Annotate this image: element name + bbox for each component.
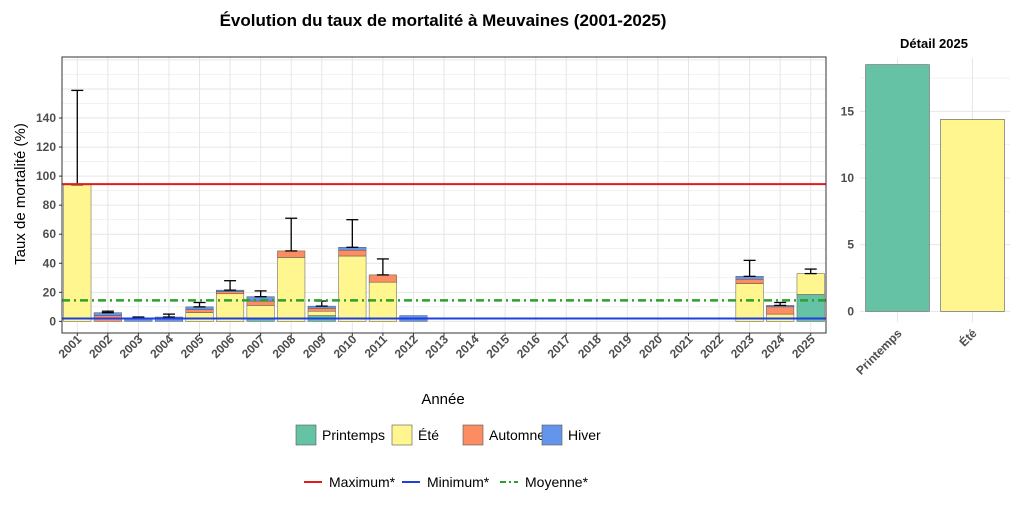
reference-line-legend: Maximum* Minimum* Moyenne* [304,474,589,490]
x-tick-label: 2018 [575,332,604,361]
x-tick-label: 2001 [56,332,85,361]
season-legend: Printemps Été Automne Hiver [295,424,601,446]
bar-segment [307,308,336,312]
bar-segment [307,310,336,316]
x-tick-label: 2022 [697,332,726,361]
detail-y-tick-label: 0 [847,304,854,318]
legend-label: Été [418,427,439,443]
legend-label: Moyenne* [525,474,589,490]
x-tick-label: 2014 [453,332,482,361]
bar-segment [277,250,306,258]
y-tick-label: 60 [43,227,57,241]
x-tick-label: 2010 [331,332,360,361]
x-tick-label: 2008 [270,332,299,361]
x-tick-label: 2023 [728,332,757,361]
x-tick-label: 2020 [636,332,665,361]
x-tick-label: 2021 [667,332,696,361]
bar-segment [246,305,275,319]
x-tick-label: 2019 [606,332,635,361]
legend-label: Automne [489,427,545,443]
detail-y-tick-label: 15 [841,104,855,118]
legend-swatch [391,424,413,446]
y-tick-label: 0 [49,314,56,328]
detail-chart-title: Détail 2025 [900,36,968,51]
bar-segment [277,257,306,322]
main-chart-title: Évolution du taux de mortalité à Meuvain… [220,11,667,30]
bar-segment [338,255,367,322]
x-tick-label: 2011 [362,332,391,361]
bar-segment [338,249,367,257]
detail-plot-area: 0 5 10 15 Printemps Été [841,58,1010,378]
legend-swatch [295,424,317,446]
bar-segment [368,274,397,283]
x-tick-label: 2009 [300,332,329,361]
x-tick-label: 2015 [483,332,512,361]
bar-segment [796,273,825,295]
bar-segment [216,291,245,295]
bar-segment [368,281,397,322]
y-tick-label: 140 [36,111,56,125]
y-tick-label: 100 [36,169,56,183]
bar-segment [735,279,764,284]
y-tick-label: 120 [36,140,56,154]
bar-segment [63,184,92,322]
bar-segment [216,293,245,322]
x-axis-label: Année [421,391,464,408]
x-tick-label: 2013 [422,332,451,361]
detail-bar [940,119,1005,312]
legend-label: Hiver [568,427,601,443]
detail-x-tick-label: Printemps [853,326,905,378]
x-tick-label: 2005 [178,332,207,361]
legend-swatch [462,424,484,446]
y-tick-label: 80 [43,198,57,212]
bar-segment [735,283,764,322]
legend-label: Maximum* [329,474,396,490]
x-tick-label: 2024 [758,332,787,361]
y-tick-label: 40 [43,256,57,270]
bar-segment [185,309,214,313]
x-tick-label: 2003 [117,332,146,361]
detail-y-tick-label: 10 [841,171,855,185]
x-tick-label: 2002 [86,332,115,361]
legend-label: Printemps [322,427,385,443]
detail-bar [865,64,930,312]
bar-segment [796,294,825,322]
bar-segment [766,306,795,315]
legend-label: Minimum* [427,474,490,490]
x-tick-label: 2007 [239,332,268,361]
y-tick-label: 20 [43,285,57,299]
x-tick-label: 2012 [392,332,421,361]
bar-segment [185,312,214,322]
detail-y-tick-label: 5 [847,238,854,252]
bar-segment [246,300,275,306]
x-tick-label: 2016 [514,332,543,361]
x-tick-label: 2017 [545,332,574,361]
x-tick-label: 2004 [147,332,176,361]
x-tick-label: 2025 [789,332,818,361]
x-tick-label: 2006 [208,332,237,361]
y-axis-label: Taux de mortalité (%) [12,123,29,265]
detail-x-tick-label: Été [956,325,980,349]
legend-swatch [541,424,563,446]
